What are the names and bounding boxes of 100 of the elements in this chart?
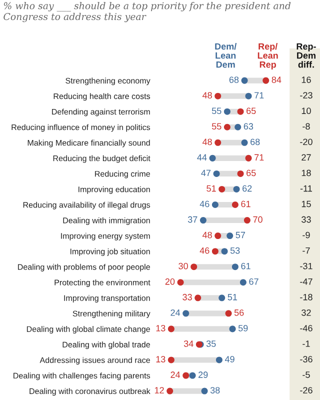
text: Rep- Dem diff.	[296, 43, 316, 68]
data-label: 61	[241, 262, 250, 270]
data-label: 30	[178, 262, 188, 270]
y-tick-label: Reducing health care costs	[54, 93, 150, 101]
data-label: 63	[244, 123, 254, 130]
y-tick-label: Defending against terrorism	[52, 108, 150, 116]
text: -26	[300, 387, 312, 394]
point	[234, 124, 242, 130]
point	[213, 170, 220, 177]
y-tick-label: Dealing with global trade	[62, 342, 150, 350]
data-label: 44	[197, 154, 207, 161]
data-label: 33	[182, 294, 192, 300]
data-label: 68	[229, 76, 239, 83]
y-tick-label: Reducing the budget deficit	[53, 155, 150, 163]
point	[166, 388, 174, 394]
point	[233, 186, 240, 192]
point	[214, 139, 222, 146]
point	[221, 248, 228, 255]
text: 33	[302, 216, 311, 223]
point	[232, 264, 238, 270]
data-label: 20	[165, 278, 175, 285]
y-tick-label: Reducing influence of money in politics	[12, 124, 150, 132]
point	[245, 92, 252, 100]
y-tick-label: Reducing crime	[95, 170, 150, 178]
point	[244, 217, 250, 224]
text: 10	[302, 108, 311, 114]
data-label: 84	[272, 76, 282, 83]
point	[241, 77, 248, 84]
y-tick-label: Dealing with coronavirus outbreak	[30, 388, 150, 396]
point	[168, 356, 174, 364]
point	[216, 356, 222, 364]
text: 16	[302, 76, 311, 83]
y-tick-label: Dealing with global climate change	[26, 326, 150, 334]
point	[224, 124, 230, 130]
text: -23	[300, 92, 312, 99]
y-tick-label: Improving energy system	[61, 232, 150, 240]
point	[200, 217, 206, 224]
series-label: Rep/ Lean Rep	[258, 42, 278, 70]
point	[182, 310, 190, 317]
text: -9	[302, 232, 310, 238]
y-tick-label: Addressing issues around race	[40, 357, 150, 365]
data-label: 34	[184, 340, 194, 347]
text: -20	[300, 138, 312, 146]
series-label: Dem/ Lean Dem	[215, 42, 237, 68]
data-label: 55	[212, 108, 222, 114]
y-tick-label: Strengthening military	[72, 310, 150, 318]
point	[177, 279, 184, 286]
data-label: 55	[212, 123, 222, 130]
data-label: 13	[156, 356, 166, 362]
data-label: 57	[236, 232, 246, 238]
point	[182, 372, 190, 379]
text: -31	[300, 262, 312, 270]
y-tick-label: Dealing with problems of poor people	[18, 264, 150, 272]
data-label: 29	[198, 372, 208, 378]
y-tick-label: Improving transportation	[64, 294, 150, 302]
data-label: 65	[246, 170, 256, 176]
text: -7	[302, 247, 310, 254]
text: -46	[300, 324, 312, 332]
text: -8	[302, 123, 310, 130]
point	[218, 186, 226, 192]
data-label: 48	[202, 232, 212, 238]
point	[189, 372, 196, 379]
data-label: 61	[241, 200, 250, 208]
y-tick-label: Improving job situation	[70, 248, 150, 256]
chart-title: % who say ___ should be a top priority for the president and Congress to address this year	[4, 2, 291, 22]
data-label: 51	[206, 185, 216, 192]
data-label: 53	[230, 247, 240, 254]
point	[209, 154, 216, 162]
text: -11	[300, 185, 312, 192]
point	[214, 92, 222, 100]
y-tick-label: Strengthening economy	[66, 78, 150, 86]
data-label: 48	[202, 92, 212, 99]
data-label: 24	[170, 372, 180, 378]
data-label: 51	[228, 294, 238, 300]
data-label: 65	[246, 108, 256, 114]
y-tick-label: Protecting the environment	[54, 279, 150, 287]
data-label: 37	[188, 216, 198, 223]
point	[237, 108, 244, 115]
point	[245, 154, 252, 162]
point	[240, 279, 246, 286]
point	[168, 326, 174, 332]
point	[237, 170, 244, 177]
text: 32	[302, 309, 311, 316]
data-label: 24	[170, 309, 180, 316]
point	[224, 108, 230, 115]
point	[226, 232, 234, 240]
text: 18	[302, 170, 311, 176]
y-tick-label: Reducing availability of illegal drugs	[23, 202, 150, 210]
point	[212, 248, 218, 255]
text: 27	[302, 154, 311, 161]
point	[190, 264, 198, 270]
point	[212, 201, 218, 208]
data-label: 46	[200, 247, 210, 254]
text: -18	[300, 294, 312, 300]
point	[218, 294, 226, 302]
data-label: 48	[202, 138, 212, 146]
point	[229, 326, 236, 332]
text: 15	[302, 200, 311, 208]
point	[201, 388, 208, 394]
point	[194, 294, 202, 302]
